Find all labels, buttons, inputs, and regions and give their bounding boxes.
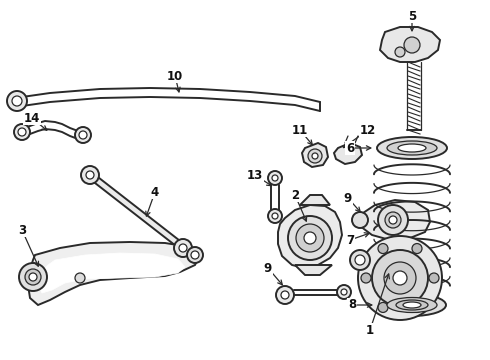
Text: 3: 3 (18, 224, 26, 237)
Circle shape (29, 273, 37, 281)
Circle shape (75, 273, 85, 283)
Circle shape (361, 273, 371, 283)
Circle shape (352, 212, 368, 228)
Circle shape (7, 91, 27, 111)
Text: 9: 9 (264, 261, 272, 274)
Circle shape (378, 244, 388, 253)
Circle shape (393, 271, 407, 285)
Circle shape (268, 209, 282, 223)
Circle shape (288, 216, 332, 260)
Circle shape (268, 171, 282, 185)
Circle shape (429, 273, 439, 283)
Circle shape (75, 127, 91, 143)
Text: 9: 9 (344, 192, 352, 204)
Circle shape (86, 171, 94, 179)
Circle shape (304, 232, 316, 244)
Text: 14: 14 (24, 112, 40, 125)
Circle shape (389, 216, 397, 224)
Circle shape (272, 213, 278, 219)
Circle shape (395, 47, 405, 57)
Circle shape (296, 224, 324, 252)
Text: 7: 7 (346, 234, 354, 247)
Circle shape (308, 149, 322, 163)
Polygon shape (28, 242, 200, 305)
Circle shape (19, 263, 47, 291)
Circle shape (14, 124, 30, 140)
Circle shape (412, 302, 422, 312)
Ellipse shape (396, 300, 428, 310)
Ellipse shape (387, 141, 437, 155)
Circle shape (378, 205, 408, 235)
Circle shape (341, 289, 347, 295)
Polygon shape (295, 265, 332, 275)
Text: 10: 10 (167, 69, 183, 82)
Polygon shape (86, 174, 184, 246)
Circle shape (187, 247, 203, 263)
Circle shape (355, 255, 365, 265)
Circle shape (384, 262, 416, 294)
Text: 2: 2 (291, 189, 299, 202)
Ellipse shape (398, 144, 426, 152)
Circle shape (276, 286, 294, 304)
Ellipse shape (387, 297, 437, 312)
Circle shape (358, 236, 442, 320)
Circle shape (79, 131, 87, 139)
Text: 5: 5 (408, 9, 416, 23)
Circle shape (281, 291, 289, 299)
Circle shape (404, 37, 420, 53)
Circle shape (312, 153, 318, 159)
Circle shape (385, 212, 401, 228)
Ellipse shape (378, 294, 446, 316)
Polygon shape (300, 195, 330, 205)
Circle shape (174, 239, 192, 257)
Circle shape (179, 244, 187, 252)
Text: 11: 11 (292, 123, 308, 136)
Text: 12: 12 (360, 123, 376, 136)
Polygon shape (278, 205, 342, 268)
Circle shape (81, 166, 99, 184)
Circle shape (378, 302, 388, 312)
Circle shape (191, 251, 199, 259)
Circle shape (25, 269, 41, 285)
Circle shape (372, 250, 428, 306)
Circle shape (272, 175, 278, 181)
Polygon shape (334, 143, 362, 164)
Ellipse shape (377, 137, 447, 159)
Polygon shape (38, 253, 185, 293)
Text: 4: 4 (151, 185, 159, 198)
Circle shape (12, 96, 22, 106)
Text: 8: 8 (348, 298, 356, 311)
Text: 6: 6 (346, 141, 354, 154)
Circle shape (337, 285, 351, 299)
Text: 13: 13 (247, 168, 263, 181)
Polygon shape (358, 200, 430, 240)
Ellipse shape (403, 302, 421, 308)
Circle shape (412, 244, 422, 253)
Circle shape (18, 128, 26, 136)
Polygon shape (302, 143, 328, 167)
Circle shape (350, 250, 370, 270)
Polygon shape (380, 27, 440, 62)
Text: 1: 1 (366, 324, 374, 337)
